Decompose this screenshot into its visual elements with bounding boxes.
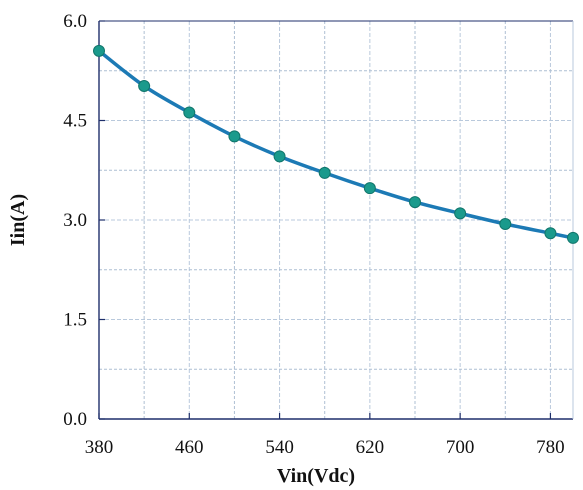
x-tick-label: 540: [265, 437, 294, 458]
data-point: [183, 106, 196, 119]
x-tick-label: 620: [356, 437, 385, 458]
data-point: [544, 227, 557, 240]
tick-label-layer: 380 460 540 620 700 780 0.0 1.5 3.0 4.5 6.0: [63, 11, 564, 458]
y-tick-label: 6.0: [63, 11, 87, 32]
data-point: [499, 217, 512, 230]
y-tick-label: 0.0: [63, 409, 87, 430]
data-point: [567, 231, 579, 244]
y-axis-title: Iin(A): [7, 194, 29, 246]
data-point: [409, 196, 421, 209]
x-tick-label: 460: [175, 437, 204, 458]
x-axis-title: Vin(Vdc): [277, 465, 355, 487]
data-point: [93, 44, 105, 57]
data-point: [228, 130, 241, 143]
x-tick-label: 380: [85, 437, 114, 458]
data-point: [454, 207, 467, 220]
x-tick-label: 780: [536, 437, 565, 458]
data-point: [273, 150, 286, 163]
series-layer: [93, 44, 579, 244]
y-tick-label: 1.5: [63, 310, 87, 331]
axis-layer: [98, 20, 574, 420]
data-point: [363, 182, 376, 195]
data-point: [318, 166, 331, 179]
data-point: [138, 80, 151, 93]
y-tick-label: 4.5: [63, 111, 87, 132]
x-tick-label: 700: [446, 437, 475, 458]
y-tick-label: 3.0: [63, 210, 87, 231]
grid-layer: [99, 21, 573, 419]
